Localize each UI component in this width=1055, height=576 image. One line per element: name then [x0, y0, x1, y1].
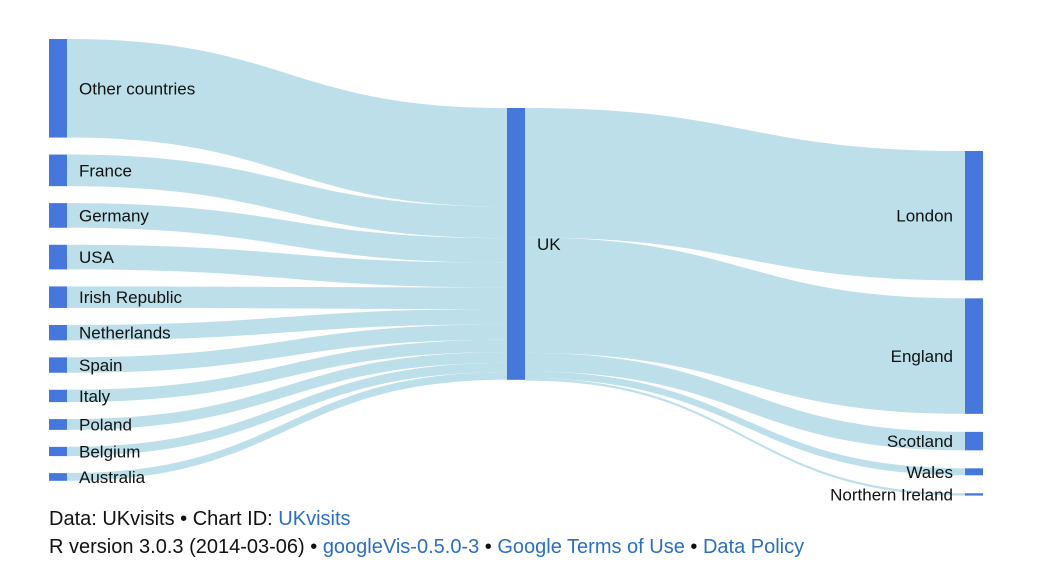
label-london: London	[896, 207, 953, 226]
node-belgium[interactable]	[49, 446, 67, 457]
terms-of-use-link[interactable]: Google Terms of Use	[497, 536, 685, 558]
label-italy: Italy	[79, 387, 111, 406]
label-australia: Australia	[79, 468, 146, 487]
node-france[interactable]	[49, 154, 67, 187]
link-australia-uk[interactable]	[67, 372, 507, 481]
data-policy-link[interactable]: Data Policy	[702, 536, 805, 558]
links-left	[67, 39, 507, 481]
label-usa: USA	[79, 248, 115, 267]
link-uk-england[interactable]	[525, 237, 965, 414]
link-irish-republic-uk[interactable]	[67, 286, 507, 309]
node-italy[interactable]	[49, 389, 67, 403]
footer-line-2: R version 3.0.3 (2014-03-06) • googleVis…	[49, 535, 804, 559]
nodes	[49, 39, 983, 496]
link-belgium-uk[interactable]	[67, 362, 507, 457]
node-irish-republic[interactable]	[49, 286, 67, 308]
label-france: France	[79, 161, 132, 180]
link-other-countries-uk[interactable]	[67, 39, 507, 207]
label-northern-ireland: Northern Ireland	[830, 485, 953, 504]
footer-r-version-text: R version 3.0.3 (2014-03-06) •	[49, 536, 323, 558]
label-uk: UK	[537, 235, 561, 254]
label-spain: Spain	[79, 356, 122, 375]
links-right	[525, 108, 965, 496]
link-uk-wales[interactable]	[525, 371, 965, 476]
label-netherlands: Netherlands	[79, 324, 171, 343]
link-poland-uk[interactable]	[67, 352, 507, 430]
link-spain-uk[interactable]	[67, 324, 507, 373]
link-italy-uk[interactable]	[67, 339, 507, 403]
link-uk-scotland[interactable]	[525, 352, 965, 451]
footer-separator: •	[479, 536, 498, 558]
node-scotland[interactable]	[965, 431, 983, 451]
node-wales[interactable]	[965, 468, 983, 476]
googlevis-link[interactable]: googleVis-0.5.0-3	[322, 536, 480, 558]
node-netherlands[interactable]	[49, 324, 67, 341]
label-scotland: Scotland	[887, 432, 953, 451]
link-netherlands-uk[interactable]	[67, 308, 507, 341]
node-england[interactable]	[965, 298, 983, 414]
label-germany: Germany	[79, 206, 149, 225]
node-germany[interactable]	[49, 203, 67, 228]
label-other-countries: Other countries	[79, 79, 195, 98]
node-other-countries[interactable]	[49, 39, 67, 138]
footer-separator: •	[684, 536, 703, 558]
node-spain[interactable]	[49, 357, 67, 373]
link-france-uk[interactable]	[67, 154, 507, 239]
label-england: England	[891, 347, 953, 366]
chart-id-link[interactable]: UKvisits	[278, 508, 351, 530]
label-poland: Poland	[79, 415, 132, 434]
link-usa-uk[interactable]	[67, 244, 507, 288]
node-northern-ireland[interactable]	[965, 493, 983, 496]
footer-line-1: Data: UKvisits • Chart ID: UKvisits	[49, 507, 351, 531]
link-uk-northern-ireland[interactable]	[525, 378, 965, 496]
node-usa[interactable]	[49, 244, 67, 270]
label-wales: Wales	[906, 463, 953, 482]
footer-data-text: Data: UKvisits • Chart ID:	[49, 508, 279, 530]
label-belgium: Belgium	[79, 442, 140, 461]
label-irish-republic: Irish Republic	[79, 288, 182, 307]
link-germany-uk[interactable]	[67, 203, 507, 263]
labels: Other countries France Germany USA Irish Rep…	[79, 79, 953, 504]
sankey-chart: Other countries France Germany USA Irish Rep…	[49, 39, 983, 504]
link-uk-london[interactable]	[525, 108, 965, 281]
node-poland[interactable]	[49, 419, 67, 430]
node-london[interactable]	[965, 151, 983, 281]
node-australia[interactable]	[49, 473, 67, 481]
node-uk[interactable]	[507, 108, 525, 380]
